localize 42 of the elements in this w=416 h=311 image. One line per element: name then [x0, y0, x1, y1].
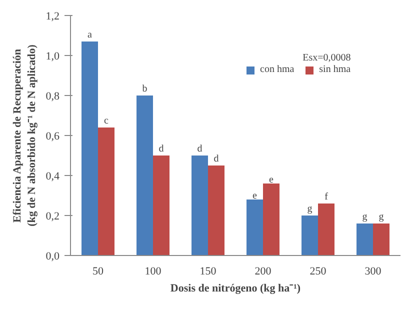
x-tick-label: 300 — [364, 266, 382, 278]
bar — [153, 156, 170, 256]
y-tick-label: 1,0 — [46, 50, 60, 62]
y-tick-label: 1,2 — [46, 10, 60, 22]
bar — [373, 224, 390, 256]
legend-label: sin hma — [319, 64, 351, 75]
y-tick-label: 0,2 — [46, 210, 60, 222]
y-axis-title: Eficiencia Aparente de Recuperación (kg de N absorbido kg⁻¹ de N aplicado) — [11, 44, 38, 226]
bar — [246, 200, 263, 256]
y-tick-label: 0,6 — [46, 130, 60, 142]
y-tick-label: 0,4 — [46, 170, 60, 182]
x-tick-label: 200 — [254, 266, 272, 278]
annotation: a — [88, 30, 93, 40]
y-tick-label: 0,8 — [46, 90, 60, 102]
annotation: f — [324, 192, 329, 202]
bar — [136, 96, 153, 256]
bar — [302, 216, 318, 256]
annotation: e — [269, 174, 274, 186]
x-axis-title: Dosis de nitrógeno (kg ha⁻¹) — [170, 282, 301, 294]
annotation: d — [197, 144, 202, 154]
x-tick-label: 50 — [92, 266, 104, 278]
legend-label: con hma — [260, 64, 294, 75]
bar — [192, 156, 208, 256]
bar — [98, 128, 114, 256]
annotation: d — [158, 144, 164, 154]
bar — [318, 204, 334, 256]
x-tick-label: 250 — [310, 266, 327, 278]
annotation: g — [362, 212, 368, 222]
bar — [82, 42, 98, 256]
annotation: e — [252, 190, 258, 202]
bar — [356, 224, 373, 256]
bar — [208, 166, 224, 256]
annotation: c — [104, 116, 110, 126]
x-tick-label: 100 — [144, 266, 162, 278]
annotation: g — [307, 204, 312, 214]
y-tick-label: 0,0 — [46, 250, 60, 262]
annotation: Esx=0,0008 — [302, 52, 351, 64]
bar — [263, 184, 280, 256]
annotation: g — [378, 212, 384, 222]
annotation: b — [142, 84, 148, 94]
annotation: d — [214, 154, 219, 164]
x-tick-label: 150 — [200, 266, 217, 278]
